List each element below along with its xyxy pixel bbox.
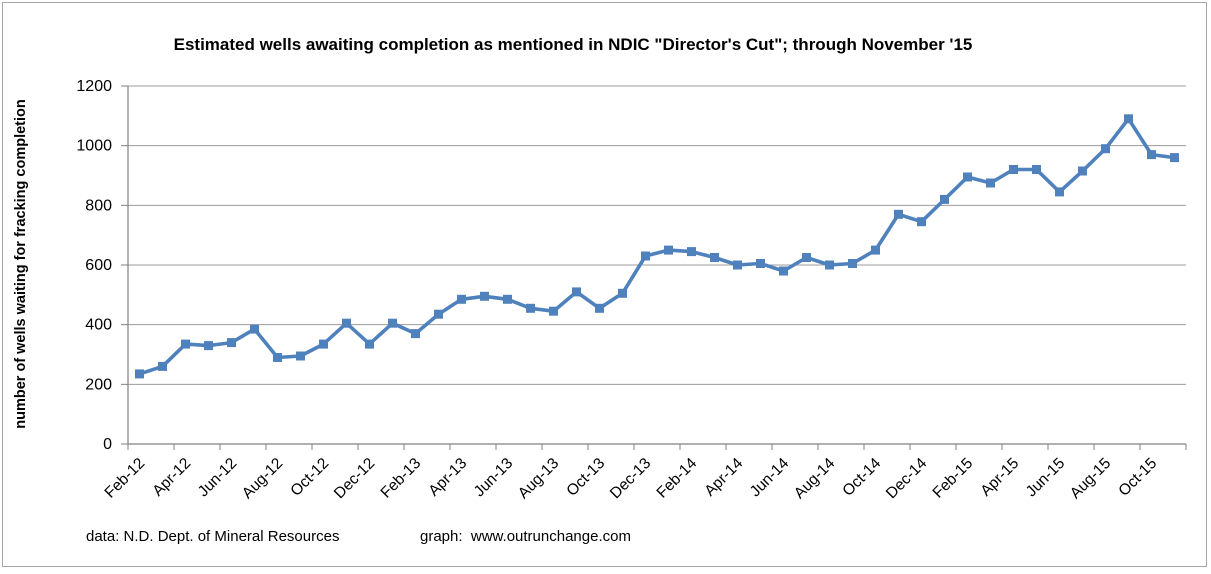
data-point-marker — [296, 351, 305, 361]
x-tick-label: Feb-15 — [930, 455, 977, 502]
x-tick-label: Oct-14 — [839, 455, 884, 500]
data-point-marker — [733, 260, 742, 270]
data-point-marker — [664, 245, 673, 255]
data-point-marker — [1147, 150, 1156, 160]
data-point-marker — [871, 245, 880, 255]
data-point-marker — [158, 361, 167, 371]
x-tick-label: Dec-12 — [331, 455, 378, 502]
data-point-marker — [963, 172, 972, 182]
data-point-marker — [825, 260, 834, 270]
graph-credit-label: graph: www.outrunchange.com — [420, 528, 631, 545]
data-point-marker — [572, 287, 581, 297]
data-point-marker — [1009, 165, 1018, 174]
data-point-marker — [273, 353, 282, 362]
y-tick-label: 400 — [85, 317, 112, 334]
data-point-marker — [986, 178, 995, 188]
data-point-marker — [1124, 114, 1133, 124]
data-source-label: data: N.D. Dept. of Mineral Resources — [86, 528, 340, 545]
x-tick-label: Apr-13 — [425, 455, 470, 500]
data-point-marker — [181, 339, 190, 349]
data-point-marker — [526, 303, 535, 313]
data-point-marker — [503, 294, 512, 304]
y-tick-label: 800 — [85, 197, 112, 214]
x-tick-label: Oct-12 — [287, 455, 332, 500]
data-point-marker — [1055, 187, 1064, 197]
x-tick-label: Oct-13 — [563, 455, 608, 500]
x-tick-label: Feb-12 — [102, 455, 149, 502]
data-point-marker — [411, 329, 420, 339]
data-point-marker — [687, 247, 696, 257]
data-point-marker — [848, 259, 857, 268]
data-point-marker — [917, 217, 926, 227]
data-point-marker — [480, 291, 489, 301]
x-tick-label: Jun-15 — [1023, 455, 1069, 501]
y-tick-label: 200 — [85, 376, 112, 393]
data-point-marker — [756, 259, 765, 268]
x-tick-label: Feb-13 — [378, 455, 425, 502]
x-tick-label: Jun-14 — [747, 455, 793, 501]
data-point-marker — [457, 294, 466, 304]
data-point-marker — [434, 309, 443, 319]
x-tick-label: Jun-13 — [471, 455, 517, 501]
chart-title: Estimated wells awaiting completion as m… — [173, 35, 973, 54]
x-tick-label: Apr-15 — [977, 455, 1022, 500]
data-point-marker — [710, 253, 719, 262]
x-tick-label: Feb-14 — [654, 455, 701, 502]
y-tick-label: 0 — [103, 436, 112, 453]
x-tick-label: Dec-14 — [883, 455, 931, 503]
x-tick-label: Apr-14 — [701, 455, 746, 500]
data-point-marker — [388, 318, 397, 328]
y-tick-label: 1200 — [76, 78, 112, 95]
x-tick-label: Aug-12 — [239, 455, 286, 502]
data-point-marker — [618, 288, 627, 298]
data-point-marker — [227, 338, 236, 348]
x-tick-label: Jun-12 — [195, 455, 241, 501]
data-point-marker — [802, 253, 811, 262]
data-point-marker — [319, 339, 328, 349]
x-tick-label: Aug-13 — [515, 455, 562, 502]
data-point-marker — [365, 339, 374, 349]
data-point-marker — [1032, 165, 1041, 174]
data-point-marker — [1170, 153, 1179, 163]
x-tick-label: Aug-14 — [791, 455, 839, 503]
data-point-marker — [641, 251, 650, 261]
data-line — [137, 117, 1177, 376]
y-tick-label: 1000 — [76, 138, 112, 155]
y-tick-label: 600 — [85, 257, 112, 274]
data-point-marker — [779, 266, 788, 276]
data-point-marker — [549, 306, 558, 316]
data-point-marker — [250, 324, 259, 334]
data-point-marker — [135, 369, 144, 379]
x-tick-label: Aug-15 — [1067, 455, 1114, 502]
x-tick-label: Oct-15 — [1115, 455, 1160, 500]
data-point-marker — [940, 194, 949, 204]
data-point-marker — [894, 209, 903, 219]
data-point-marker — [342, 318, 351, 328]
data-point-marker — [1101, 144, 1110, 154]
x-tick-label: Dec-13 — [607, 455, 654, 502]
data-point-marker — [595, 303, 604, 313]
data-point-marker — [204, 341, 213, 351]
data-point-marker — [1078, 166, 1087, 176]
x-tick-label: Apr-12 — [149, 455, 194, 500]
